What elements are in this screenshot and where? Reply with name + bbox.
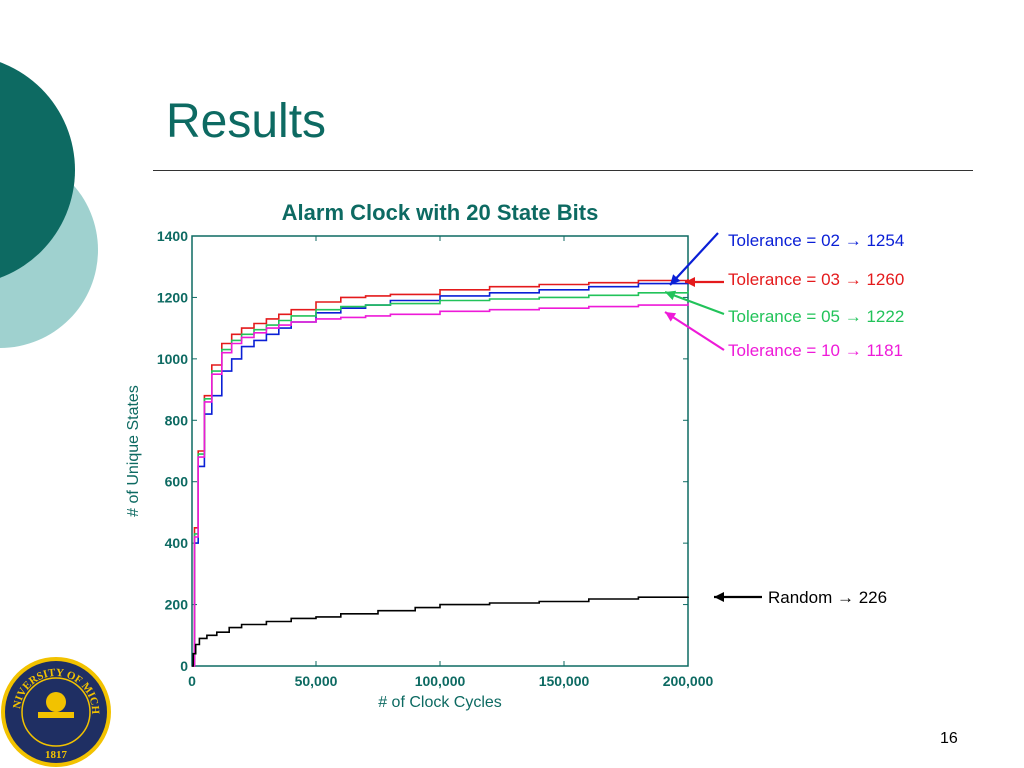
title-divider	[153, 170, 973, 171]
annotation-arrowhead	[665, 290, 677, 301]
annotation-value: 1181	[866, 341, 903, 360]
x-tick-label: 200,000	[663, 673, 714, 689]
annotation-label: Random → 226	[768, 588, 887, 607]
annotation-value: 1260	[866, 270, 904, 289]
x-tick-label: 50,000	[295, 673, 338, 689]
annotation-arrow: →	[845, 270, 867, 289]
annotation-arrow: →	[845, 341, 867, 360]
annotation-label: Tolerance = 03 → 1260	[728, 270, 904, 289]
annotation-value: 1222	[866, 307, 904, 326]
annotation-arrow-line	[669, 232, 719, 286]
annotation-value: 1254	[866, 231, 904, 250]
dark-teal-circle	[0, 62, 75, 278]
page-number: 16	[940, 730, 958, 747]
y-tick-label: 1000	[157, 351, 188, 367]
y-tick-label: 800	[165, 412, 189, 428]
annotation-label-prefix: Random	[768, 588, 837, 607]
y-tick-label: 1400	[157, 228, 188, 244]
annotation-label-prefix: Tolerance = 10	[728, 341, 845, 360]
y-tick-label: 200	[165, 597, 189, 613]
annotation-value: 226	[859, 588, 887, 607]
annotation-label-prefix: Tolerance = 02	[728, 231, 845, 250]
x-tick-label: 0	[188, 673, 196, 689]
y-tick-label: 600	[165, 474, 189, 490]
annotation-arrow: →	[845, 231, 867, 250]
x-tick-label: 150,000	[539, 673, 590, 689]
annotation-arrowhead	[670, 274, 681, 285]
annotation-arrow: →	[837, 588, 859, 607]
annotation-arrowhead	[714, 592, 724, 602]
chart-title: Alarm Clock with 20 State Bits	[282, 200, 599, 225]
series-line-3	[192, 303, 689, 667]
annotation-label: Tolerance = 02 → 1254	[728, 231, 904, 250]
annotation-arrow-line	[664, 290, 725, 316]
annotation-label-prefix: Tolerance = 05	[728, 307, 845, 326]
seal-text: THE UNIVERSITY OF MICHIGAN	[0, 0, 101, 715]
seal-year: 1817	[45, 749, 68, 761]
annotation-arrowhead	[685, 277, 695, 287]
series-line-0	[192, 280, 689, 667]
annotation-arrowhead	[665, 312, 677, 322]
annotation-arrow-line	[664, 311, 725, 351]
x-axis-label: # of Clock Cycles	[378, 694, 502, 711]
series-line-4	[192, 596, 689, 667]
y-tick-label: 1200	[157, 289, 188, 305]
annotation-label: Tolerance = 05 → 1222	[728, 307, 904, 326]
plot-frame	[191, 235, 689, 667]
annotation-arrow: →	[845, 307, 867, 326]
y-tick-label: 400	[165, 535, 189, 551]
y-tick-label: 0	[180, 658, 188, 674]
x-tick-label: 100,000	[415, 673, 466, 689]
y-axis-label: # of Unique States	[125, 385, 142, 517]
annotation-label: Tolerance = 10 → 1181	[728, 341, 903, 360]
annotation-label-prefix: Tolerance = 03	[728, 270, 845, 289]
slide-title: Results	[166, 95, 327, 148]
